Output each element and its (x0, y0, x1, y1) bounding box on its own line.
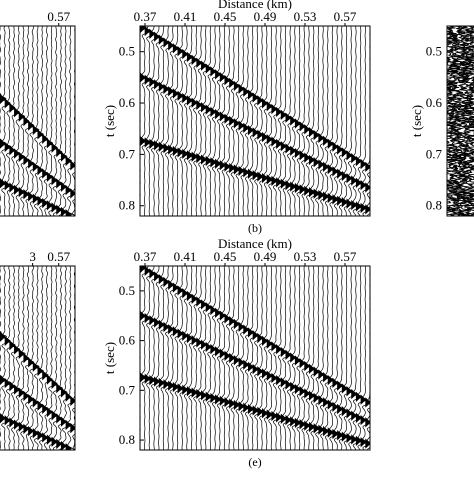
y-tick-label: 0.6 (119, 95, 136, 110)
x-tick-label: 0.53 (294, 9, 317, 24)
y-tick-label: 0.5 (426, 44, 442, 59)
x-axis-title: Distance (km) (218, 0, 292, 11)
x-axis-title: Distance (km) (218, 236, 292, 251)
y-tick-label: 0.6 (426, 95, 443, 110)
x-tick-label: 0.57 (47, 249, 70, 264)
y-tick-label: 0.8 (119, 432, 135, 447)
x-tick-label: 0.57 (334, 249, 357, 264)
x-tick-label: 0.49 (254, 9, 277, 24)
x-tick-label: 0.41 (174, 9, 197, 24)
x-tick-label: 0.57 (334, 9, 357, 24)
x-tick-label: 0.57 (47, 9, 70, 24)
x-tick-label: 3 (29, 249, 36, 264)
panel-caption: (e) (248, 455, 261, 469)
y-tick-label: 0.6 (119, 333, 136, 348)
x-tick-label: 0.37 (134, 9, 157, 24)
y-tick-label: 0.5 (119, 44, 135, 59)
x-tick-label: 0.45 (214, 9, 237, 24)
y-tick-label: 0.8 (426, 198, 442, 213)
panel-c-traces (445, 26, 474, 216)
y-axis-title: t (sec) (102, 105, 117, 137)
y-tick-label: 0.7 (119, 382, 136, 397)
x-tick-label: 0.49 (254, 249, 277, 264)
x-tick-label: 0.45 (214, 249, 237, 264)
y-axis-title: t (sec) (409, 105, 424, 137)
x-tick-label: 0.37 (134, 249, 157, 264)
y-axis-title: t (sec) (102, 342, 117, 374)
x-tick-label: 0.41 (174, 249, 197, 264)
panel-caption: (b) (248, 221, 262, 235)
y-tick-label: 0.5 (119, 283, 135, 298)
y-tick-label: 0.8 (119, 198, 135, 213)
x-tick-label: 0.53 (294, 249, 317, 264)
y-tick-label: 0.7 (426, 146, 443, 161)
y-tick-label: 0.7 (119, 146, 136, 161)
